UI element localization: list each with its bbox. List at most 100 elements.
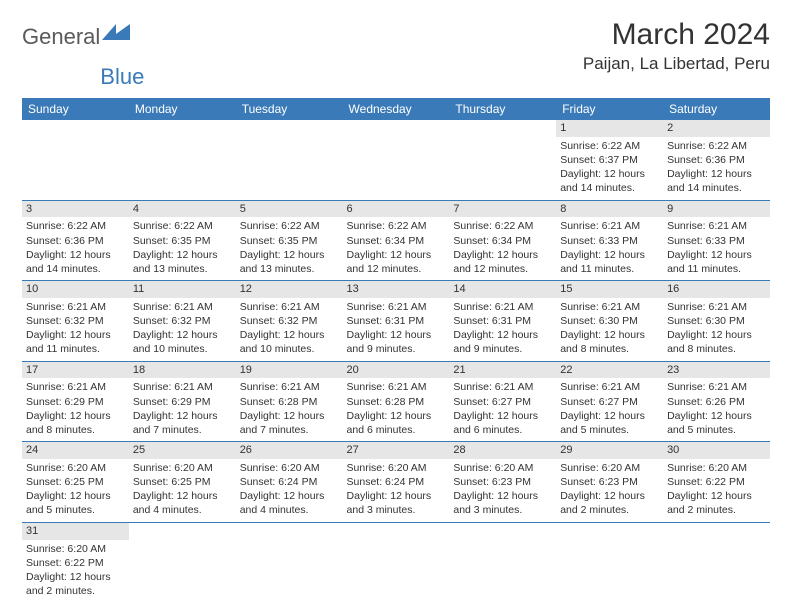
- calendar-cell: 11Sunrise: 6:21 AMSunset: 6:32 PMDayligh…: [129, 281, 236, 362]
- day-info: Sunrise: 6:21 AMSunset: 6:27 PMDaylight:…: [453, 380, 552, 437]
- day-info: Sunrise: 6:22 AMSunset: 6:36 PMDaylight:…: [667, 139, 766, 196]
- day-info: Sunrise: 6:22 AMSunset: 6:34 PMDaylight:…: [347, 219, 446, 276]
- day-number: 8: [556, 201, 663, 218]
- day-info: Sunrise: 6:20 AMSunset: 6:23 PMDaylight:…: [560, 461, 659, 518]
- day-number: 14: [449, 281, 556, 298]
- calendar-cell: [129, 522, 236, 602]
- calendar-cell: 25 Sunrise: 6:20 AMSunset: 6:25 PMDayligh…: [129, 442, 236, 523]
- calendar-cell: 5Sunrise: 6:22 AMSunset: 6:35 PMDaylight…: [236, 200, 343, 281]
- day-info: Sunrise: 6:21 AMSunset: 6:33 PMDaylight:…: [560, 219, 659, 276]
- day-number: 24: [22, 442, 129, 459]
- calendar-cell: [449, 522, 556, 602]
- day-info: Sunrise: 6:21 AMSunset: 6:33 PMDaylight:…: [667, 219, 766, 276]
- day-number: 5: [236, 201, 343, 218]
- calendar-cell: 26Sunrise: 6:20 AMSunset: 6:24 PMDayligh…: [236, 442, 343, 523]
- calendar-cell: 1Sunrise: 6:22 AMSunset: 6:37 PMDaylight…: [556, 120, 663, 200]
- calendar-cell: 19Sunrise: 6:21 AMSunset: 6:28 PMDayligh…: [236, 361, 343, 442]
- day-header: Thursday: [449, 98, 556, 120]
- calendar-cell: 21Sunrise: 6:21 AMSunset: 6:27 PMDayligh…: [449, 361, 556, 442]
- logo-flag-icon: [102, 22, 130, 47]
- calendar-cell: [663, 522, 770, 602]
- calendar-cell: [236, 522, 343, 602]
- calendar-week-row: 3Sunrise: 6:22 AMSunset: 6:36 PMDaylight…: [22, 200, 770, 281]
- day-number: 29: [556, 442, 663, 459]
- day-number: 12: [236, 281, 343, 298]
- month-title: March 2024: [583, 18, 770, 52]
- calendar-cell: 30 Sunrise: 6:20 AMSunset: 6:22 PMDayligh…: [663, 442, 770, 523]
- calendar-week-row: 1Sunrise: 6:22 AMSunset: 6:37 PMDaylight…: [22, 120, 770, 200]
- day-info: Sunrise: 6:22 AMSunset: 6:37 PMDaylight:…: [560, 139, 659, 196]
- day-info: Sunrise: 6:21 AMSunset: 6:28 PMDaylight:…: [347, 380, 446, 437]
- day-info: Sunrise: 6:21 AMSunset: 6:29 PMDaylight:…: [133, 380, 232, 437]
- day-number: 20: [343, 362, 450, 379]
- calendar-cell: 28 Sunrise: 6:20 AMSunset: 6:23 PMDayligh…: [449, 442, 556, 523]
- day-number: 2: [663, 120, 770, 137]
- logo-text-general: General: [22, 24, 100, 50]
- calendar-cell: 4Sunrise: 6:22 AMSunset: 6:35 PMDaylight…: [129, 200, 236, 281]
- calendar-week-row: 24Sunrise: 6:20 AMSunset: 6:25 PMDayligh…: [22, 442, 770, 523]
- calendar-cell: 9Sunrise: 6:21 AMSunset: 6:33 PMDaylight…: [663, 200, 770, 281]
- calendar-week-row: 31 Sunrise: 6:20 AMSunset: 6:22 PMDayligh…: [22, 522, 770, 602]
- day-number: 7: [449, 201, 556, 218]
- day-number: 21: [449, 362, 556, 379]
- day-number: 25: [129, 442, 236, 459]
- calendar-body: 1Sunrise: 6:22 AMSunset: 6:37 PMDaylight…: [22, 120, 770, 602]
- calendar-cell: [22, 120, 129, 200]
- calendar-cell: [129, 120, 236, 200]
- day-header: Monday: [129, 98, 236, 120]
- day-info: Sunrise: 6:20 AMSunset: 6:22 PMDaylight:…: [26, 542, 125, 599]
- day-number: 30: [663, 442, 770, 459]
- calendar-cell: [556, 522, 663, 602]
- day-info: Sunrise: 6:22 AMSunset: 6:35 PMDaylight:…: [240, 219, 339, 276]
- location: Paijan, La Libertad, Peru: [583, 54, 770, 74]
- day-header: Friday: [556, 98, 663, 120]
- day-header-row: SundayMondayTuesdayWednesdayThursdayFrid…: [22, 98, 770, 120]
- day-info: Sunrise: 6:20 AMSunset: 6:24 PMDaylight:…: [347, 461, 446, 518]
- calendar-cell: 3Sunrise: 6:22 AMSunset: 6:36 PMDaylight…: [22, 200, 129, 281]
- calendar-cell: [449, 120, 556, 200]
- day-number: 31: [22, 523, 129, 540]
- calendar-cell: 8Sunrise: 6:21 AMSunset: 6:33 PMDaylight…: [556, 200, 663, 281]
- calendar-cell: 15 Sunrise: 6:21 AMSunset: 6:30 PMDayligh…: [556, 281, 663, 362]
- calendar-cell: 2 Sunrise: 6:22 AMSunset: 6:36 PMDaylight…: [663, 120, 770, 200]
- day-number: 22: [556, 362, 663, 379]
- day-info: Sunrise: 6:22 AMSunset: 6:35 PMDaylight:…: [133, 219, 232, 276]
- day-info: Sunrise: 6:21 AMSunset: 6:32 PMDaylight:…: [240, 300, 339, 357]
- day-info: Sunrise: 6:20 AMSunset: 6:22 PMDaylight:…: [667, 461, 766, 518]
- day-number: 6: [343, 201, 450, 218]
- calendar-cell: 6Sunrise: 6:22 AMSunset: 6:34 PMDaylight…: [343, 200, 450, 281]
- day-number: 17: [22, 362, 129, 379]
- calendar-cell: 16Sunrise: 6:21 AMSunset: 6:30 PMDayligh…: [663, 281, 770, 362]
- day-number: 16: [663, 281, 770, 298]
- day-info: Sunrise: 6:21 AMSunset: 6:26 PMDaylight:…: [667, 380, 766, 437]
- calendar-cell: 29 Sunrise: 6:20 AMSunset: 6:23 PMDayligh…: [556, 442, 663, 523]
- day-number: 3: [22, 201, 129, 218]
- day-header: Tuesday: [236, 98, 343, 120]
- calendar-table: SundayMondayTuesdayWednesdayThursdayFrid…: [22, 98, 770, 602]
- title-block: March 2024 Paijan, La Libertad, Peru: [583, 18, 770, 74]
- calendar-cell: 24 Sunrise: 6:20 AMSunset: 6:25 PMDayligh…: [22, 442, 129, 523]
- day-number: 28: [449, 442, 556, 459]
- day-header: Wednesday: [343, 98, 450, 120]
- calendar-week-row: 17Sunrise: 6:21 AMSunset: 6:29 PMDayligh…: [22, 361, 770, 442]
- logo-text-blue: Blue: [100, 64, 144, 89]
- day-info: Sunrise: 6:20 AMSunset: 6:25 PMDaylight:…: [133, 461, 232, 518]
- calendar-cell: [236, 120, 343, 200]
- calendar-cell: 22Sunrise: 6:21 AMSunset: 6:27 PMDayligh…: [556, 361, 663, 442]
- day-info: Sunrise: 6:22 AMSunset: 6:34 PMDaylight:…: [453, 219, 552, 276]
- calendar-cell: 18Sunrise: 6:21 AMSunset: 6:29 PMDayligh…: [129, 361, 236, 442]
- day-info: Sunrise: 6:22 AMSunset: 6:36 PMDaylight:…: [26, 219, 125, 276]
- calendar-cell: 7Sunrise: 6:22 AMSunset: 6:34 PMDaylight…: [449, 200, 556, 281]
- day-info: Sunrise: 6:21 AMSunset: 6:30 PMDaylight:…: [560, 300, 659, 357]
- day-info: Sunrise: 6:20 AMSunset: 6:25 PMDaylight:…: [26, 461, 125, 518]
- day-info: Sunrise: 6:21 AMSunset: 6:29 PMDaylight:…: [26, 380, 125, 437]
- day-number: 13: [343, 281, 450, 298]
- day-info: Sunrise: 6:20 AMSunset: 6:23 PMDaylight:…: [453, 461, 552, 518]
- day-number: 9: [663, 201, 770, 218]
- day-number: 15: [556, 281, 663, 298]
- calendar-cell: 31 Sunrise: 6:20 AMSunset: 6:22 PMDayligh…: [22, 522, 129, 602]
- calendar-cell: 27Sunrise: 6:20 AMSunset: 6:24 PMDayligh…: [343, 442, 450, 523]
- day-header: Sunday: [22, 98, 129, 120]
- day-number: 26: [236, 442, 343, 459]
- day-number: 11: [129, 281, 236, 298]
